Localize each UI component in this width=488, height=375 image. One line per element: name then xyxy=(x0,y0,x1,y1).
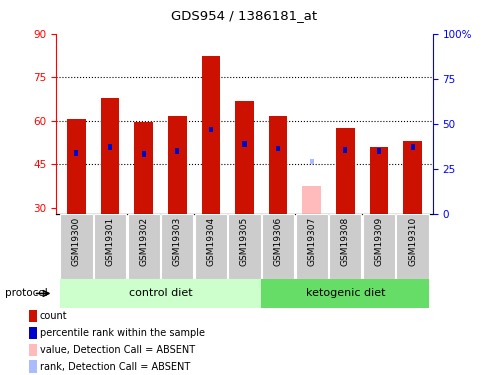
Bar xyxy=(67,119,85,214)
Bar xyxy=(108,144,112,150)
Text: GSM19308: GSM19308 xyxy=(340,216,349,266)
Bar xyxy=(29,344,37,356)
Bar xyxy=(295,214,327,279)
Text: value, Detection Call = ABSENT: value, Detection Call = ABSENT xyxy=(40,345,195,355)
Bar xyxy=(74,150,78,156)
Bar xyxy=(302,186,320,214)
Bar xyxy=(396,214,428,279)
Text: percentile rank within the sample: percentile rank within the sample xyxy=(40,328,204,338)
Text: GSM19310: GSM19310 xyxy=(407,216,416,266)
Bar xyxy=(261,279,428,308)
Bar xyxy=(410,144,414,150)
Text: count: count xyxy=(40,311,67,321)
Text: protocol: protocol xyxy=(5,288,47,298)
Text: GSM19300: GSM19300 xyxy=(72,216,81,266)
Text: GSM19309: GSM19309 xyxy=(374,216,383,266)
Bar xyxy=(161,214,193,279)
Bar xyxy=(194,214,226,279)
Bar xyxy=(362,214,394,279)
Bar xyxy=(276,146,280,152)
Text: GSM19303: GSM19303 xyxy=(172,216,182,266)
Bar xyxy=(127,214,160,279)
Text: ketogenic diet: ketogenic diet xyxy=(305,288,385,298)
Text: control diet: control diet xyxy=(128,288,192,298)
Bar xyxy=(94,214,126,279)
Bar xyxy=(201,56,220,214)
Text: GSM19302: GSM19302 xyxy=(139,216,148,266)
Bar xyxy=(134,122,153,214)
Text: rank, Detection Call = ABSENT: rank, Detection Call = ABSENT xyxy=(40,362,190,372)
Bar xyxy=(208,127,212,132)
Bar xyxy=(242,141,246,147)
Bar xyxy=(142,152,145,157)
Bar xyxy=(309,159,313,164)
Bar xyxy=(228,214,260,279)
Text: GSM19307: GSM19307 xyxy=(306,216,316,266)
Text: GSM19305: GSM19305 xyxy=(240,216,248,266)
Bar xyxy=(335,128,354,214)
Text: GDS954 / 1386181_at: GDS954 / 1386181_at xyxy=(171,9,317,22)
Bar xyxy=(403,141,421,214)
Bar xyxy=(343,147,346,153)
Bar xyxy=(60,279,261,308)
Text: GSM19304: GSM19304 xyxy=(206,216,215,266)
Bar xyxy=(262,214,294,279)
Text: GSM19306: GSM19306 xyxy=(273,216,282,266)
Bar xyxy=(29,360,37,373)
Bar xyxy=(175,148,179,154)
Bar xyxy=(168,117,186,214)
Bar xyxy=(101,98,119,214)
Bar xyxy=(376,148,380,154)
Bar xyxy=(369,147,387,214)
Bar xyxy=(60,214,92,279)
Bar xyxy=(29,327,37,339)
Bar xyxy=(268,117,287,214)
Bar xyxy=(235,100,253,214)
Bar xyxy=(29,310,37,322)
Text: GSM19301: GSM19301 xyxy=(105,216,114,266)
Bar xyxy=(328,214,361,279)
